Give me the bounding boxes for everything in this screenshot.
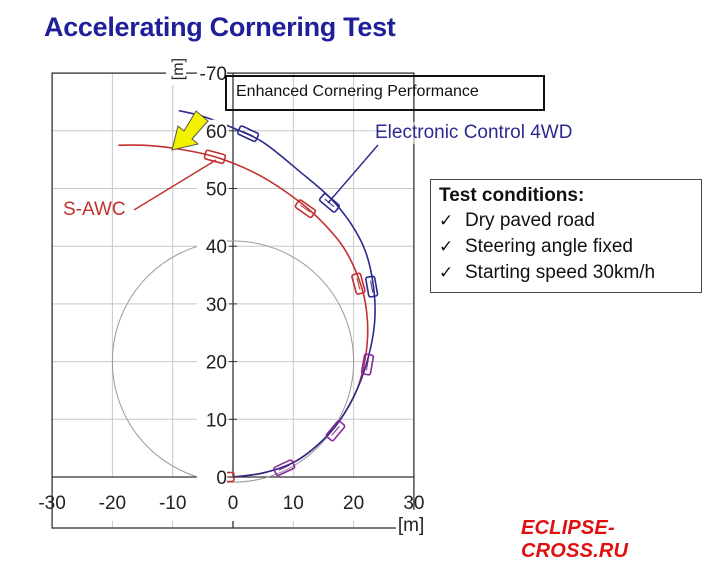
vehicle-paths: [118, 109, 376, 478]
svg-text:-20: -20: [99, 493, 126, 514]
check-icon: ✓: [439, 237, 454, 256]
label-leader-lines: [133, 144, 379, 211]
svg-text:0: 0: [228, 493, 239, 514]
svg-text:10: 10: [206, 410, 227, 431]
electronic-4wd-label: Electronic Control 4WD: [375, 122, 573, 144]
axis-ticks: -30 -20 -10 0 10 20 30 0 10 20 30 40 50 60 -70 [m] [m]: [38, 58, 426, 536]
svg-text:0: 0: [216, 468, 227, 489]
condition-item: ✓ Starting speed 30km/h: [439, 260, 701, 286]
yellow-arrow-icon: [171, 110, 209, 151]
condition-item: ✓ Dry paved road: [439, 208, 701, 234]
svg-text:50: 50: [206, 180, 227, 201]
condition-item: ✓ Steering angle fixed: [439, 234, 701, 260]
vehicle-markers: [203, 125, 379, 483]
watermark: ECLIPSE-CROSS.RU: [521, 517, 629, 562]
page-title: Accelerating Cornering Test: [44, 12, 396, 42]
check-icon: ✓: [439, 263, 454, 282]
reference-circle: [111, 240, 355, 483]
enhanced-cornering-box: Enhanced Cornering Performance: [225, 75, 545, 111]
svg-text:-70: -70: [200, 64, 227, 85]
test-conditions-heading: Test conditions:: [439, 185, 585, 206]
svg-text:-30: -30: [38, 493, 65, 514]
svg-text:60: 60: [206, 122, 227, 143]
svg-text:20: 20: [343, 493, 364, 514]
svg-text:-10: -10: [159, 493, 186, 514]
plot-frame: [51, 72, 415, 529]
check-icon: ✓: [439, 211, 454, 230]
svg-text:30: 30: [403, 493, 424, 514]
svg-text:[m]: [m]: [398, 515, 424, 536]
svg-text:[m]: [m]: [170, 58, 187, 80]
svg-text:40: 40: [206, 237, 227, 258]
svg-text:30: 30: [206, 295, 227, 316]
svg-text:10: 10: [283, 493, 304, 514]
svg-text:20: 20: [206, 353, 227, 374]
test-conditions-box: Test conditions: ✓ Dry paved road ✓ Steeri…: [430, 179, 702, 293]
s-awc-label: S-AWC: [63, 199, 126, 220]
